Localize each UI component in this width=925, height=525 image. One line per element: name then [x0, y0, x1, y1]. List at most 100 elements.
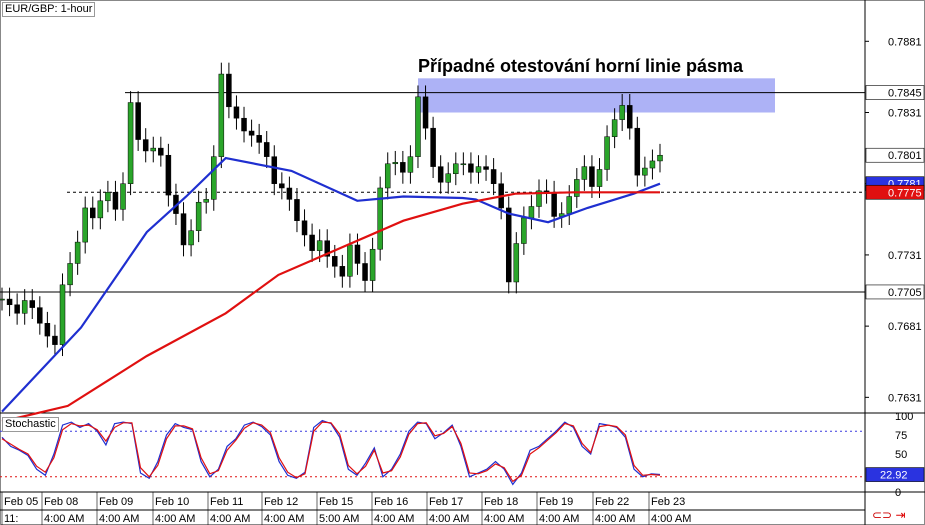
candle-body — [490, 169, 497, 184]
level-label-lower: 0.7705 — [888, 287, 922, 299]
candle-body — [203, 199, 209, 203]
candle-body — [528, 206, 535, 219]
candle-body — [52, 335, 58, 345]
candle-body — [551, 192, 557, 217]
candle-body — [574, 179, 580, 197]
candle — [52, 324, 58, 357]
candle — [521, 206, 527, 255]
candle-body — [82, 207, 88, 243]
candle-body — [634, 127, 641, 176]
candle — [67, 252, 73, 297]
candle-body — [286, 187, 293, 200]
candle — [422, 85, 429, 140]
stoch-value-box — [865, 467, 925, 482]
candle — [135, 91, 141, 151]
date-tick-label: Feb 09 — [99, 496, 133, 508]
candle-body — [332, 256, 338, 267]
candle — [226, 62, 232, 119]
candle-body — [90, 207, 96, 219]
candle-body — [211, 156, 217, 200]
candle — [505, 196, 512, 294]
candle — [203, 187, 209, 214]
candle-body — [604, 136, 610, 170]
link-icon[interactable]: ⊂⊃ — [872, 508, 893, 522]
candle — [649, 149, 656, 180]
candle-body — [59, 284, 66, 345]
stoch-tick-label: 0 — [895, 487, 901, 499]
candle — [120, 172, 126, 221]
date-tick-label: Feb 05 — [4, 496, 38, 508]
candle — [279, 172, 285, 200]
candle — [271, 145, 278, 196]
candle — [566, 185, 572, 226]
candle — [362, 252, 368, 292]
date-tick-label: Feb 11 — [210, 496, 243, 508]
date-tick-label: Feb 17 — [429, 496, 463, 508]
candle — [286, 176, 293, 211]
candle-body — [422, 96, 429, 129]
price-tick-label: 0.7881 — [888, 36, 922, 48]
candle-body — [226, 73, 232, 108]
candle-body — [14, 304, 20, 314]
candle — [294, 187, 300, 233]
candle — [248, 119, 255, 147]
candle — [0, 287, 5, 311]
arrow-icon[interactable]: ⇥ — [895, 508, 906, 522]
candle — [634, 116, 641, 187]
time-tick-label: 4:00 AM — [155, 513, 195, 525]
candle — [589, 155, 595, 198]
candle-body — [536, 190, 542, 207]
candle-body — [354, 244, 361, 264]
candle — [74, 230, 81, 275]
candle — [619, 93, 625, 132]
candle — [165, 143, 172, 207]
candle — [369, 237, 376, 292]
candle — [158, 136, 164, 167]
candle — [127, 91, 134, 196]
price-tick-label: 0.7831 — [888, 108, 922, 120]
time-tick-label: 4:00 AM — [429, 513, 469, 525]
candle-body — [407, 156, 414, 173]
candle-body — [279, 183, 285, 189]
symbol-label: EUR/GBP: 1-hour — [2, 2, 96, 17]
toolbar-icons[interactable]: ⊂⊃ ⇥ — [872, 508, 906, 522]
date-tick-label: Feb 23 — [651, 496, 685, 508]
candle-body — [165, 154, 172, 196]
price-tick-label: 0.7731 — [888, 250, 922, 262]
candle-body — [294, 199, 300, 221]
candle — [460, 152, 467, 176]
candle-body — [430, 127, 436, 167]
level-label-upper: 0.7845 — [888, 88, 922, 100]
candle — [490, 158, 497, 196]
candle — [324, 229, 330, 268]
candle — [112, 180, 119, 221]
date-tick-label: Feb 18 — [484, 496, 518, 508]
date-tick-label: Feb 19 — [539, 496, 573, 508]
candle-body — [611, 119, 618, 137]
candle — [384, 152, 391, 200]
candle-body — [309, 234, 315, 251]
candle-body — [112, 192, 119, 210]
candle — [445, 162, 451, 194]
candle-body — [44, 323, 51, 337]
candle-body — [400, 162, 406, 173]
candle-body — [566, 196, 572, 214]
current-price-label-box — [865, 147, 925, 163]
candle-body — [460, 163, 467, 166]
stoch-tick-label: 50 — [895, 449, 907, 461]
moving-average-blue — [1, 156, 661, 413]
candle — [626, 93, 633, 140]
candle — [195, 190, 202, 243]
candle — [241, 106, 247, 143]
candle — [657, 143, 663, 173]
date-tick-label: Feb 10 — [155, 496, 189, 508]
candle-body — [505, 207, 512, 283]
time-tick-label: 4:00 AM — [651, 513, 691, 525]
time-tick-label: 4:00 AM — [264, 513, 304, 525]
candle-body — [369, 248, 376, 281]
candle-body — [324, 240, 330, 257]
stoch-tick-label: 75 — [895, 430, 907, 442]
candle-body — [475, 166, 482, 173]
candle — [558, 202, 565, 228]
